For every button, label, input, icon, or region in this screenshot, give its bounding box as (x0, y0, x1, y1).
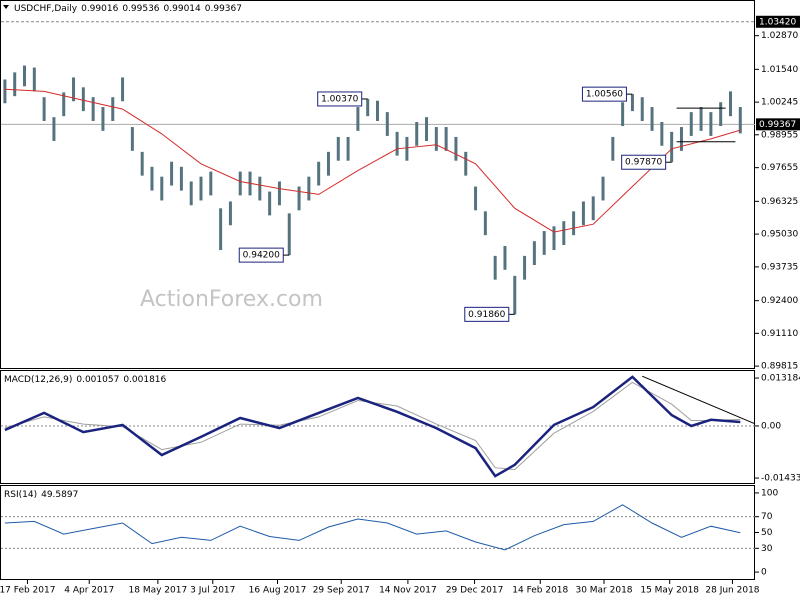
title-part: 49.5897 (41, 490, 78, 500)
macd-trendline (642, 375, 756, 425)
title-part: 0.99014 (164, 4, 201, 14)
title-part: USDCHF,Daily (14, 4, 78, 14)
current-price-label-box (756, 118, 800, 131)
y-tick-label: 0.91110 (761, 329, 798, 339)
title-part: 0.001057 (76, 375, 119, 385)
title-part: MACD(12,26,9) (4, 375, 72, 385)
title-part: 0.99367 (205, 4, 242, 14)
x-tick-label: 15 May 2018 (640, 586, 699, 596)
y-tick-label: 0.98955 (761, 130, 798, 140)
y-tick-label: 50 (761, 528, 773, 538)
annotation-box (317, 91, 363, 107)
panel-title: USDCHF,Daily 0.99016 0.99536 0.99014 0.99367 (14, 4, 242, 14)
panel-title: RSI(14) 49.5897 (4, 490, 78, 500)
title-part: 0.001816 (123, 375, 166, 385)
y-tick-label: 0.97655 (761, 163, 798, 173)
panel-title: MACD(12,26,9) 0.001057 0.001816 (4, 375, 167, 385)
watermark: ActionForex.com (140, 287, 323, 312)
x-tick-label: 18 May 2017 (129, 586, 188, 596)
x-tick-label: 30 Mar 2018 (575, 586, 632, 596)
macd-line (4, 375, 741, 478)
menu-triangle (3, 5, 9, 9)
annotation-box (238, 247, 284, 263)
x-tick-label: 3 Jul 2017 (190, 586, 235, 596)
y-tick-label: 30 (761, 544, 773, 554)
y-tick-label: -0.014339 (761, 474, 800, 484)
x-tick-label: 14 Feb 2018 (512, 586, 568, 596)
max-price-label: 1.03420 (759, 17, 796, 27)
y-tick-label: 0.93735 (761, 262, 798, 272)
annotation-box (621, 154, 667, 170)
x-tick-label: 29 Dec 2017 (446, 586, 504, 596)
y-tick-label: 0.00 (761, 421, 781, 431)
moving-average (4, 88, 741, 233)
price-panel-frame (0, 0, 755, 369)
y-tick-label: 70 (761, 512, 773, 522)
rsi-panel-frame (0, 485, 755, 580)
title-part: 0.99016 (81, 4, 118, 14)
current-price-label: 0.99367 (759, 120, 796, 130)
macd-panel-frame (0, 370, 755, 484)
annotation-box (464, 306, 510, 322)
x-tick-label: 16 Aug 2017 (249, 586, 307, 596)
rsi-line (4, 504, 741, 551)
annotation-label: 1.00370 (321, 94, 358, 104)
y-tick-label: 0.96325 (761, 197, 798, 207)
annotation-label: 0.94200 (243, 251, 280, 261)
y-tick-label: 0.92400 (761, 296, 798, 306)
x-tick-label: 28 Jun 2018 (705, 586, 759, 596)
title-part: 0.99536 (122, 4, 159, 14)
y-tick-label: 100 (761, 488, 778, 498)
title-part: RSI(14) (4, 490, 37, 500)
signal-line (4, 381, 741, 471)
x-tick-label: 17 Feb 2017 (0, 586, 55, 596)
y-tick-label: 1.00245 (761, 98, 798, 108)
y-tick-label: 1.01540 (761, 65, 798, 75)
annotation-label: 0.91860 (468, 310, 505, 320)
y-tick-label: 0.013184 (761, 374, 800, 384)
annotation-label: 1.00560 (586, 90, 623, 100)
x-tick-label: 4 Apr 2017 (64, 586, 114, 596)
y-tick-label: 0 (761, 568, 767, 578)
max-price-label-box (756, 15, 800, 28)
y-tick-label: 1.02870 (761, 31, 798, 41)
x-tick-label: 29 Sep 2017 (313, 586, 370, 596)
annotation-box (581, 86, 627, 102)
x-tick-label: 14 Nov 2017 (379, 586, 437, 596)
y-tick-label: 0.95030 (761, 230, 798, 240)
annotation-label: 0.97870 (625, 158, 662, 168)
y-tick-label: 0.89815 (761, 362, 798, 372)
